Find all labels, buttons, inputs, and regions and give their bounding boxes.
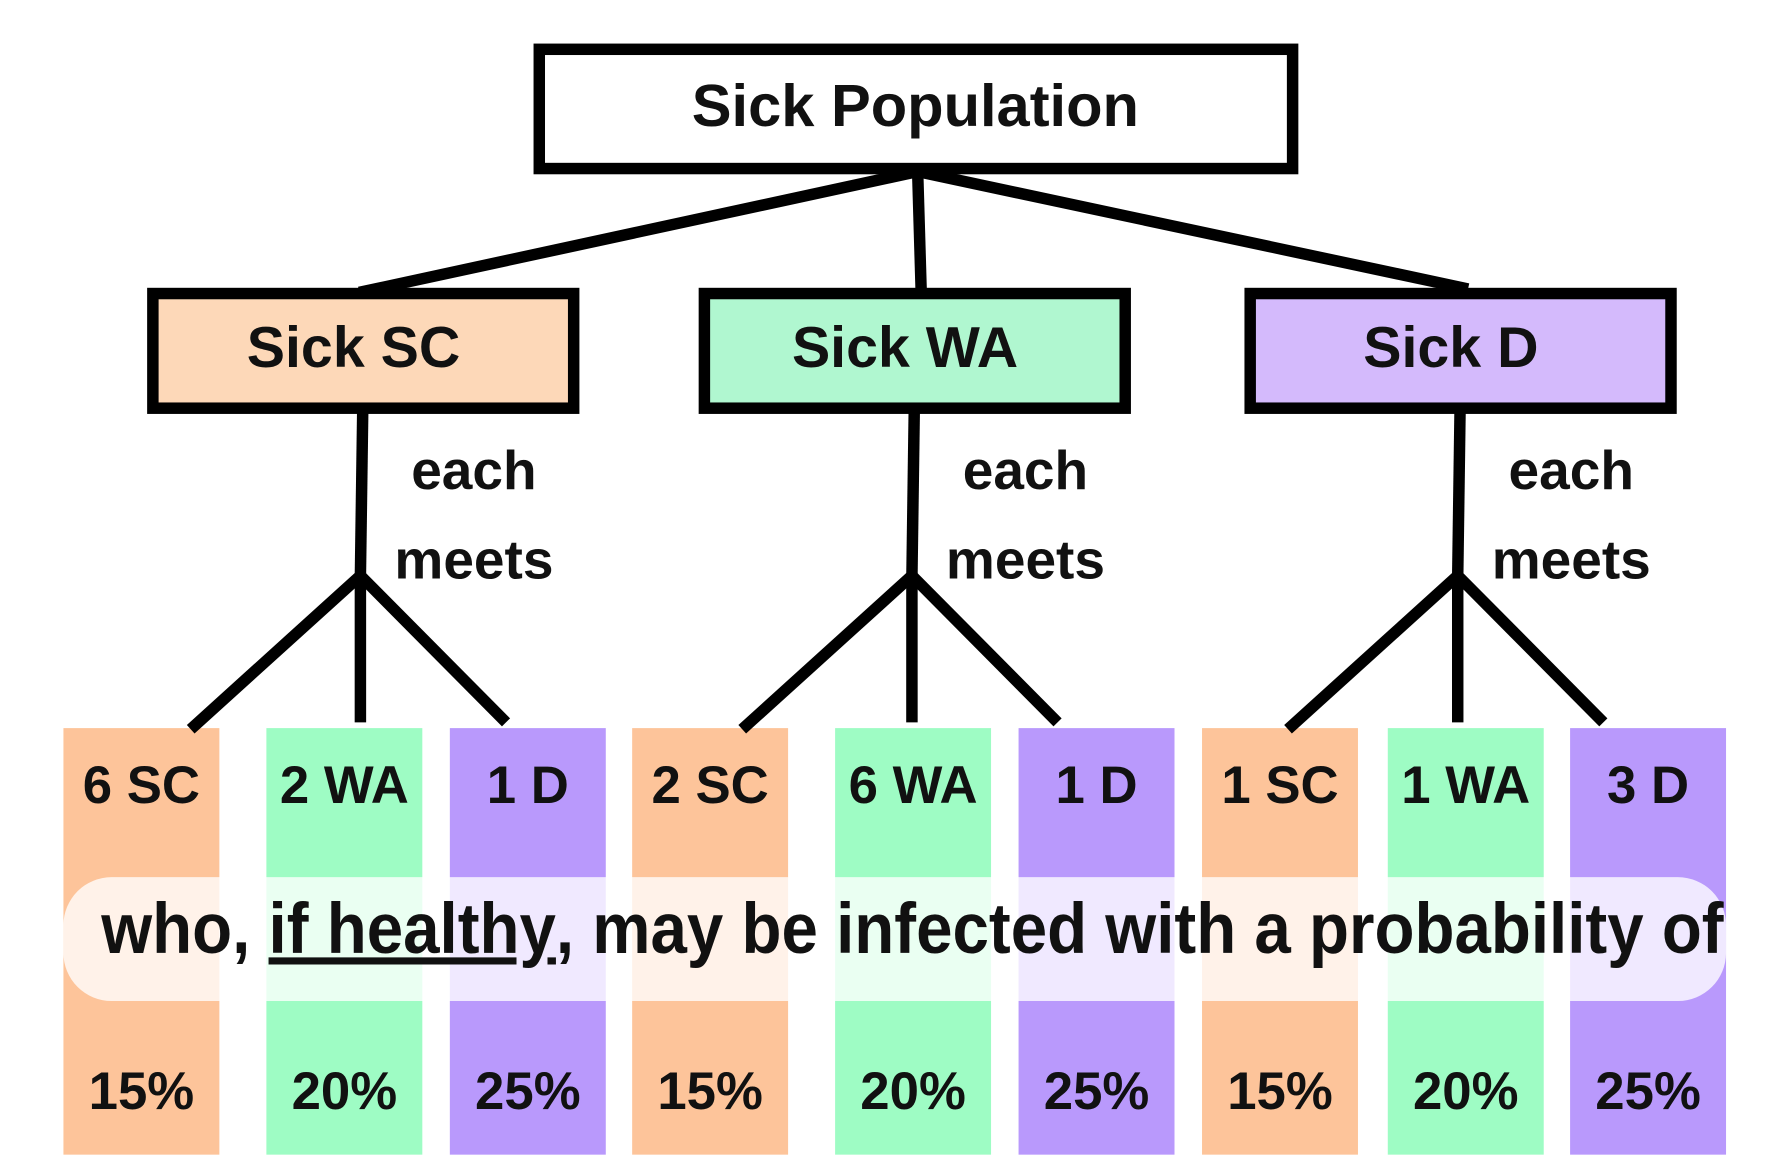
probability: 20% [860, 1062, 966, 1121]
edge-note: meets [1492, 529, 1651, 591]
contact-label: 1 WA [1401, 756, 1530, 815]
group-label: Sick SC [247, 316, 460, 380]
probability: 25% [475, 1062, 581, 1121]
edge [738, 571, 916, 734]
edge [911, 171, 927, 290]
probability: 20% [1413, 1062, 1519, 1121]
contact-label: 1 D [1056, 756, 1138, 815]
edge-note: each [1509, 439, 1634, 501]
contact-label: 6 WA [849, 756, 978, 815]
group-label: Sick D [1363, 316, 1538, 380]
group-label: Sick WA [792, 316, 1018, 380]
sentence: who, if healthy, may be infected with a … [100, 890, 1724, 969]
contact-label: 2 SC [652, 756, 769, 815]
contact-label: 1 SC [1221, 756, 1338, 815]
edge [1451, 412, 1466, 576]
edge [1284, 571, 1462, 734]
group-node [147, 287, 580, 414]
contact-label: 3 D [1607, 756, 1689, 815]
root-label: Sick Population [692, 72, 1139, 139]
edge [356, 571, 511, 727]
probability: 15% [1227, 1062, 1333, 1121]
edge-note: meets [394, 529, 553, 591]
sentence-link: if healthy [269, 890, 556, 969]
sentence-band [63, 877, 1727, 1002]
contact-label: 6 SC [83, 756, 200, 815]
group-node [1244, 287, 1677, 414]
sentence-text: , may be infected with a probability of [556, 890, 1724, 969]
contact-label: 1 D [487, 756, 569, 815]
edge-note: each [963, 439, 1088, 501]
probability: 15% [89, 1062, 195, 1121]
edge-note: each [411, 439, 536, 501]
probability: 20% [292, 1062, 398, 1121]
edge [918, 166, 1470, 295]
edge [354, 412, 369, 576]
edge-note: meets [946, 529, 1105, 591]
edge [907, 571, 1062, 727]
edge [358, 166, 917, 298]
probability: 25% [1595, 1062, 1701, 1121]
probability: 25% [1044, 1062, 1150, 1121]
contact-label: 2 WA [280, 756, 409, 815]
root-node [533, 43, 1299, 175]
edge [1453, 571, 1608, 727]
probability: 15% [657, 1062, 763, 1121]
edge [186, 571, 365, 734]
group-node [698, 287, 1131, 414]
sentence-text: who, [100, 890, 268, 969]
edge [906, 412, 920, 576]
